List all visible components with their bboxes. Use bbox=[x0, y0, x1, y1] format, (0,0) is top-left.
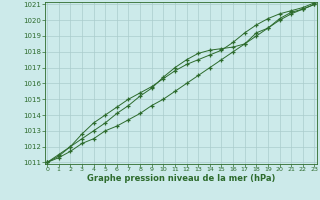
X-axis label: Graphe pression niveau de la mer (hPa): Graphe pression niveau de la mer (hPa) bbox=[87, 174, 275, 183]
